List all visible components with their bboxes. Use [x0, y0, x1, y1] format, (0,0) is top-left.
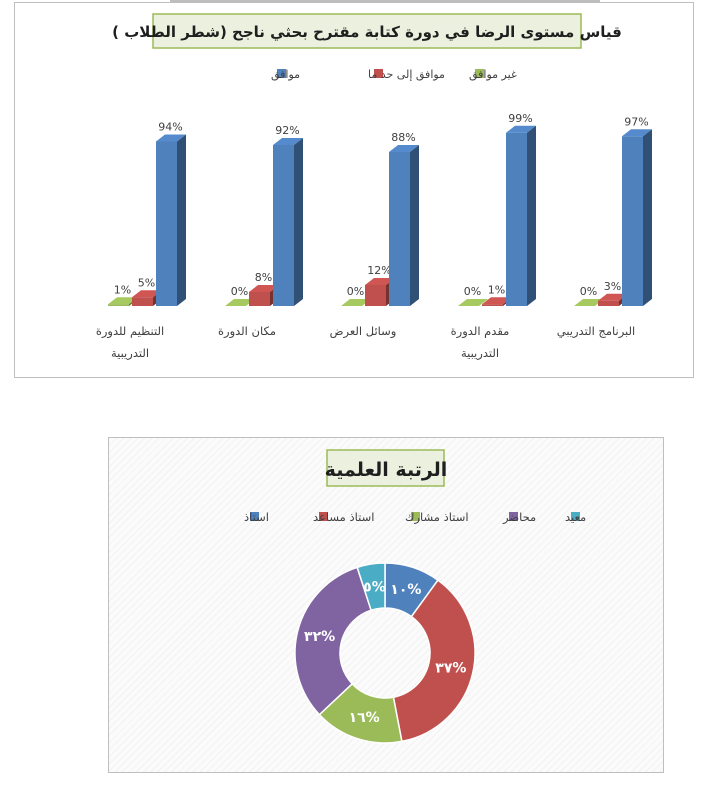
slice-label: ٥%: [363, 579, 386, 595]
data-label: 99%: [508, 112, 532, 125]
bar-top: [622, 129, 652, 137]
bar-top: [225, 299, 255, 306]
data-label: 0%: [580, 285, 597, 298]
legend-label: محاضر: [502, 510, 536, 525]
category-label: البرنامج التدريبي: [557, 324, 635, 339]
data-label: 12%: [367, 264, 391, 277]
category-label: التدريبية: [111, 346, 149, 361]
bar: [132, 297, 153, 306]
donut-slice: [294, 566, 373, 716]
slice-label: ٣٢%: [304, 629, 335, 645]
data-label: 3%: [604, 280, 621, 293]
legend: استاذ استاذ مساعد استاذ مشارك محاضر معيد: [244, 510, 586, 525]
bar-top: [108, 297, 138, 305]
bar: [622, 136, 643, 306]
data-label: 5%: [138, 276, 155, 289]
legend-swatch: [374, 69, 383, 78]
bar: [273, 145, 294, 306]
data-label: 88%: [391, 131, 415, 144]
bar-top: [574, 299, 604, 306]
satisfaction-chart: قياس مستوى الرضا في دورة كتابة مقترح بحث…: [14, 2, 694, 378]
chart-title-box: [326, 449, 445, 487]
bar-side: [643, 129, 652, 306]
bar-top: [249, 285, 279, 292]
academic-rank-chart: الرتبة العلمية استاذ استاذ مساعد استاذ مشا…: [108, 437, 664, 773]
bar-side: [294, 138, 303, 306]
legend-swatch: [250, 512, 259, 521]
legend-swatch: [277, 69, 286, 78]
chart-title: الرتبة العلمية: [325, 459, 448, 481]
bar-top: [341, 299, 371, 306]
donut-marks: ١٠% ٣٧% ١٦% ٣٢% ٥%: [294, 562, 476, 744]
data-label: 1%: [114, 283, 131, 296]
category-label: مقدم الدورة: [451, 324, 510, 339]
bar-top: [458, 299, 488, 306]
bar: [249, 292, 270, 306]
chart-title-box: [152, 13, 582, 49]
slice-label: ١٦%: [349, 710, 380, 726]
bar: [389, 152, 410, 306]
legend-swatch: [411, 512, 420, 521]
bar-top: [506, 125, 536, 133]
bar-side: [527, 125, 536, 306]
data-label: 92%: [275, 124, 299, 137]
legend-swatch: [571, 512, 580, 521]
bar-marks: 1% 5% 94% التنظيم للدورة التدريبية 0% 8% 92% مكا…: [96, 112, 652, 361]
chart-title: قياس مستوى الرضا في دورة كتابة مقترح بحث…: [112, 23, 622, 41]
satisfaction-bar-chart: قياس مستوى الرضا في دورة كتابة مقترح بحث…: [96, 13, 652, 361]
bar: [156, 141, 177, 306]
academic-rank-donut-chart: الرتبة العلمية استاذ استاذ مساعد استاذ مشا…: [244, 449, 586, 744]
bar-top: [132, 290, 162, 298]
legend-swatch: [509, 512, 518, 521]
bar: [108, 304, 129, 306]
legend-label: موافق: [271, 68, 300, 82]
data-label: 0%: [347, 285, 364, 298]
legend-swatch: [475, 69, 484, 78]
legend: موافق موافق إلى حد ما غير موافق: [271, 68, 517, 82]
data-label: 94%: [158, 121, 182, 134]
bar-top: [365, 278, 395, 285]
legend-label: موافق إلى حد ما: [368, 68, 445, 82]
bar: [365, 285, 386, 306]
donut-slice: [392, 579, 476, 743]
slice-label: ٣٧%: [435, 661, 466, 677]
legend-label: استاذ مساعد: [313, 510, 374, 524]
category-label: التدريبية: [461, 346, 499, 361]
bar: [598, 300, 619, 306]
legend-label: استاذ مشارك: [405, 510, 469, 525]
legend-label: غير موافق: [469, 68, 517, 82]
bar-top: [273, 138, 303, 145]
legend-swatch: [319, 512, 328, 521]
bar-side: [410, 145, 419, 306]
category-label: مكان الدورة: [218, 324, 276, 339]
bar-top: [482, 297, 512, 305]
donut-slice: [356, 562, 386, 612]
data-label: 1%: [488, 283, 505, 296]
category-label: وسائل العرض: [330, 324, 397, 339]
legend-label: معيد: [565, 510, 586, 524]
data-label: 0%: [231, 285, 248, 298]
bar: [506, 132, 527, 306]
data-label: 0%: [464, 285, 481, 298]
slice-label: ١٠%: [390, 582, 421, 598]
data-label: 8%: [255, 271, 272, 284]
bar-top: [389, 145, 419, 152]
legend-label: استاذ: [244, 510, 269, 524]
bar: [482, 304, 503, 306]
data-label: 97%: [624, 115, 648, 128]
bar-top: [156, 134, 186, 142]
bar-side: [177, 134, 186, 306]
bar-top: [598, 293, 628, 301]
category-label: التنظيم للدورة: [96, 324, 164, 339]
